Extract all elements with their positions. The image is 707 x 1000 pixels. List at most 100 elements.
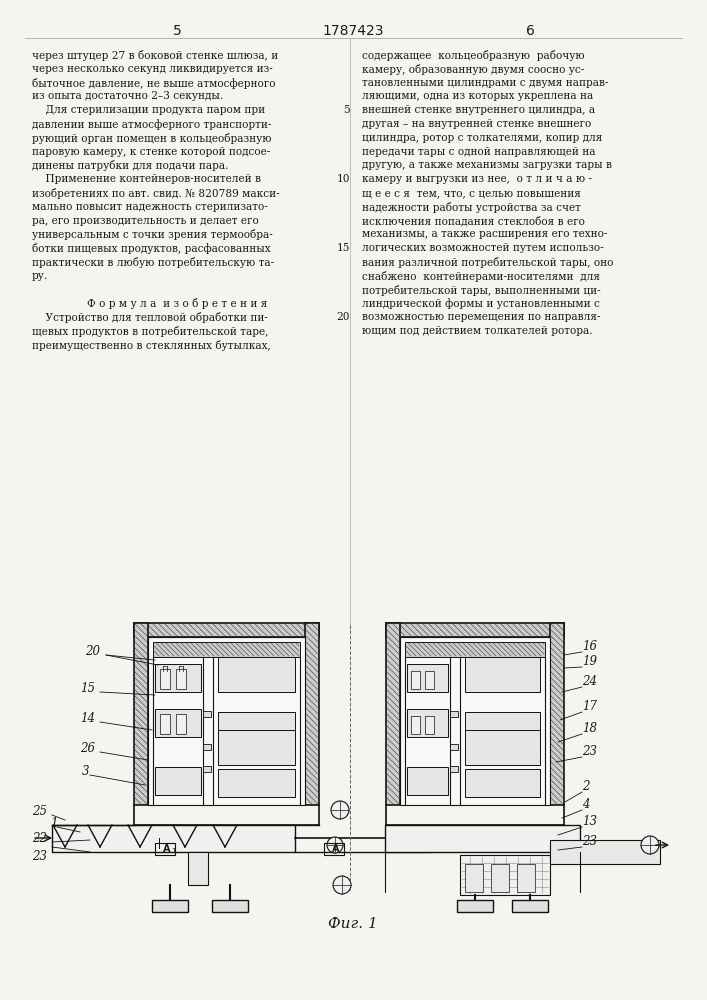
Text: ляющими, одна из которых укреплена на: ляющими, одна из которых укреплена на <box>362 91 593 101</box>
Bar <box>450 744 458 750</box>
Text: 16: 16 <box>582 640 597 653</box>
Text: 13: 13 <box>582 815 597 828</box>
Text: 23: 23 <box>582 835 597 848</box>
Text: паровую камеру, к стенке которой подсое-: паровую камеру, к стенке которой подсое- <box>32 147 270 157</box>
Text: 25: 25 <box>32 805 47 818</box>
Bar <box>155 709 201 737</box>
Bar <box>148 637 305 805</box>
Text: 15: 15 <box>337 243 350 253</box>
Text: цилиндра, ротор с толкателями, копир для: цилиндра, ротор с толкателями, копир для <box>362 133 602 143</box>
Bar <box>160 669 170 689</box>
Bar <box>134 623 319 637</box>
Text: логических возможностей путем использо-: логических возможностей путем использо- <box>362 243 604 253</box>
Text: Фиг. 1: Фиг. 1 <box>328 917 378 931</box>
Bar <box>517 864 535 892</box>
Bar <box>407 709 448 737</box>
Bar <box>450 766 458 772</box>
Text: надежности работы устройства за счет: надежности работы устройства за счет <box>362 202 581 213</box>
Text: 22: 22 <box>32 832 47 845</box>
Text: 20: 20 <box>337 312 350 322</box>
Bar <box>153 642 300 657</box>
Bar <box>218 712 295 747</box>
Text: 3: 3 <box>82 765 90 778</box>
Text: 10: 10 <box>337 174 350 184</box>
Text: Устройство для тепловой обработки пи-: Устройство для тепловой обработки пи- <box>32 312 268 323</box>
Text: исключения попадания стеклобоя в его: исключения попадания стеклобоя в его <box>362 216 585 226</box>
Text: ру.: ру. <box>32 271 48 281</box>
Text: Для стерилизации продукта паром при: Для стерилизации продукта паром при <box>32 105 265 115</box>
Text: 15: 15 <box>80 682 95 695</box>
Text: возможностью перемещения по направля-: возможностью перемещения по направля- <box>362 312 600 322</box>
Circle shape <box>641 836 659 854</box>
Text: изобретениях по авт. свид. № 820789 макси-: изобретениях по авт. свид. № 820789 макс… <box>32 188 280 199</box>
Text: из опыта достаточно 2–3 секунды.: из опыта достаточно 2–3 секунды. <box>32 91 223 101</box>
Text: 26: 26 <box>80 742 95 755</box>
Text: другая – на внутренней стенке внешнего: другая – на внутренней стенке внешнего <box>362 119 591 129</box>
Bar <box>465 730 540 765</box>
Bar <box>407 767 448 795</box>
Bar <box>512 900 548 912</box>
Bar <box>324 843 344 855</box>
Text: преимущественно в стеклянных бутылках,: преимущественно в стеклянных бутылках, <box>32 340 271 351</box>
Text: 14: 14 <box>80 712 95 725</box>
Text: другую, а также механизмы загрузки тары в: другую, а также механизмы загрузки тары … <box>362 160 612 170</box>
Bar <box>218 657 295 692</box>
Text: 5: 5 <box>173 24 182 38</box>
Text: быточное давление, не выше атмосферного: быточное давление, не выше атмосферного <box>32 78 276 89</box>
Bar <box>425 671 434 689</box>
Text: Применение контейнеров-носителей в: Применение контейнеров-носителей в <box>32 174 261 184</box>
Circle shape <box>331 801 349 819</box>
Text: практически в любую потребительскую та-: практически в любую потребительскую та- <box>32 257 274 268</box>
Bar <box>465 712 540 747</box>
Text: динены патрубки для подачи пара.: динены патрубки для подачи пара. <box>32 160 228 171</box>
Bar <box>411 671 420 689</box>
Text: Ф о р м у л а  и з о б р е т е н и я: Ф о р м у л а и з о б р е т е н и я <box>87 298 267 309</box>
Text: через штуцер 27 в боковой стенке шлюза, и: через штуцер 27 в боковой стенке шлюза, … <box>32 50 279 61</box>
Text: 5: 5 <box>344 105 350 115</box>
Text: 2: 2 <box>582 780 590 793</box>
Text: 1787423: 1787423 <box>322 24 384 38</box>
Text: A: A <box>163 844 170 854</box>
Text: камеру и выгрузки из нее,  о т л и ч а ю -: камеру и выгрузки из нее, о т л и ч а ю … <box>362 174 592 184</box>
Text: передачи тары с одной направляющей на: передачи тары с одной направляющей на <box>362 147 595 157</box>
Bar <box>155 843 175 855</box>
Text: давлении выше атмосферного транспорти-: давлении выше атмосферного транспорти- <box>32 119 271 130</box>
Bar <box>155 767 201 795</box>
Text: потребительской тары, выполненными ци-: потребительской тары, выполненными ци- <box>362 285 601 296</box>
Bar <box>550 623 564 805</box>
Text: 23: 23 <box>582 745 597 758</box>
Bar <box>203 711 211 717</box>
Bar <box>550 840 660 864</box>
Text: содержащее  кольцеобразную  рабочую: содержащее кольцеобразную рабочую <box>362 50 585 61</box>
Text: мально повысит надежность стерилизато-: мально повысит надежность стерилизато- <box>32 202 268 212</box>
Text: внешней стенке внутреннего цилиндра, а: внешней стенке внутреннего цилиндра, а <box>362 105 595 115</box>
Text: ющим под действием толкателей ротора.: ющим под действием толкателей ротора. <box>362 326 592 336</box>
Bar <box>134 623 148 805</box>
Text: снабжено  контейнерами-носителями  для: снабжено контейнерами-носителями для <box>362 271 600 282</box>
Bar <box>491 864 509 892</box>
Bar <box>411 716 420 734</box>
Bar <box>465 657 540 692</box>
Text: A: A <box>332 844 339 854</box>
Text: ра, его производительность и делает его: ра, его производительность и делает его <box>32 216 259 226</box>
Text: камеру, образованную двумя соосно ус-: камеру, образованную двумя соосно ус- <box>362 64 584 75</box>
Bar <box>407 664 448 692</box>
Bar <box>218 730 295 765</box>
Text: 18: 18 <box>582 722 597 735</box>
Circle shape <box>333 876 351 894</box>
Bar <box>160 714 170 734</box>
Bar <box>386 623 564 637</box>
Bar <box>155 664 201 692</box>
Bar <box>386 623 400 805</box>
Bar <box>188 852 208 885</box>
Bar <box>176 669 186 689</box>
Text: вания различной потребительской тары, оно: вания различной потребительской тары, он… <box>362 257 614 268</box>
Text: 1: 1 <box>171 848 175 854</box>
Bar <box>305 623 319 805</box>
Text: линдрической формы и установленными с: линдрической формы и установленными с <box>362 298 600 309</box>
Text: щевых продуктов в потребительской таре,: щевых продуктов в потребительской таре, <box>32 326 269 337</box>
Bar <box>176 714 186 734</box>
Text: рующий орган помещен в кольцеобразную: рующий орган помещен в кольцеобразную <box>32 133 271 144</box>
Bar <box>460 855 550 895</box>
Bar <box>218 769 295 797</box>
